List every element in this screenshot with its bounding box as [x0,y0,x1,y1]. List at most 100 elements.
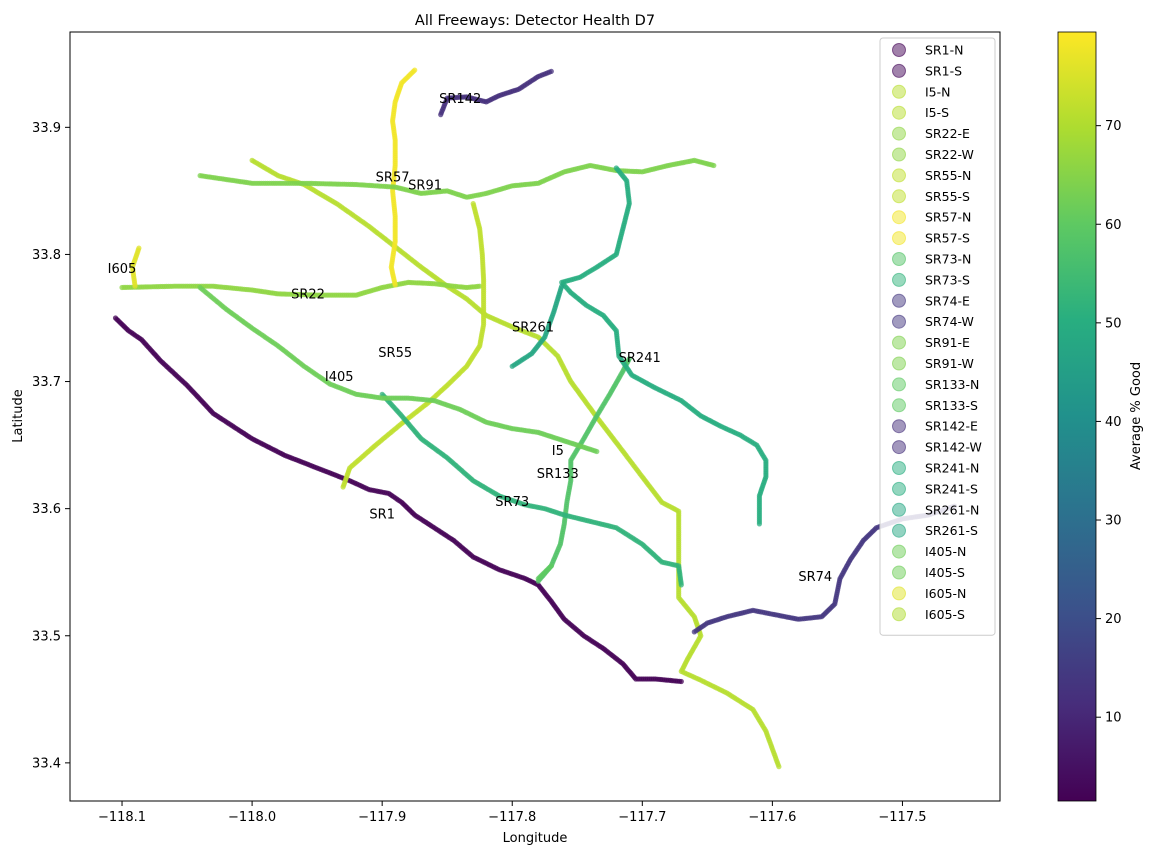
route-sr57-n [388,67,418,288]
legend-label: SR74-W [925,314,974,329]
legend-item-sr73-s: SR73-S [892,272,970,287]
legend-marker [892,293,906,308]
route-point [548,68,554,74]
legend-item-i5-n: I5-N [892,84,951,99]
route-label-sr74: SR74 [798,570,832,585]
colorbar-ticks: 10 20 30 40 50 60 70 [1096,119,1122,726]
legend-marker [892,189,906,204]
legend-box [879,37,996,636]
legend-label: I605-N [925,586,966,601]
legend-item-sr74-e: SR74-E [892,293,970,308]
legend-label: SR55-S [925,189,970,204]
legend-item-sr261-s: SR261-S [892,523,978,538]
route-point [756,521,763,527]
colorbar-tick-label: 10 [1105,711,1122,726]
x-tick-label: −117.8 [488,810,536,825]
legend-label: SR142-W [925,440,982,455]
colorbar-tick-label: 60 [1105,218,1122,233]
legend-label: SR57-S [925,231,970,246]
legend-marker [892,565,906,580]
legend-marker [892,544,906,559]
legend-marker [892,43,906,57]
colorbar-tick-label: 30 [1105,514,1122,529]
legend-item-sr142-w: SR142-W [892,440,982,455]
legend-item-sr241-n: SR241-N [892,461,979,476]
legend-label: I405-S [925,565,965,580]
route-point [559,283,565,289]
chart-title: All Freeways: Detector Health D7 [415,13,655,29]
x-tick-label: −117.6 [748,810,796,825]
route-i605-n [129,245,142,289]
legend-marker [892,440,906,455]
legend-item-i605-n: I605-N [892,586,966,601]
route-point [392,282,398,288]
legend-item-i405-n: I405-N [892,544,966,559]
x-tick-label: −117.9 [358,810,406,825]
legend-marker [892,377,906,392]
legend-item-sr22-w: SR22-W [892,147,974,162]
legend-label: SR22-E [925,126,970,141]
legend-label: SR1-N [925,43,963,58]
legend-label: SR261-S [925,523,978,538]
legend-label: SR55-N [925,168,971,183]
legend-label: I405-N [925,544,966,559]
legend-marker [892,607,906,622]
route-sr142-e [438,68,554,118]
route-point [626,356,632,362]
colorbar-tick-label: 50 [1105,316,1122,331]
y-tick-label: 33.5 [32,629,61,644]
legend-marker [892,502,906,517]
legend-marker [892,335,906,350]
legend: SR1-N SR1-S I5-N I5-S SR22-E SR22-W SR55-N SR55… [879,37,996,636]
y-tick-label: 33.6 [32,502,61,517]
route-label-sr261: SR261 [512,321,554,336]
legend-marker [892,105,906,120]
legend-label: SR261-N [925,502,979,517]
legend-label: SR1-S [925,63,962,78]
plot-frame [69,31,1001,802]
legend-marker [892,63,906,78]
legend-label: SR73-S [925,272,970,287]
legend-marker [892,586,906,601]
legend-item-sr55-s: SR55-S [892,189,970,204]
legend-item-sr133-s: SR133-S [892,398,978,413]
legend-item-sr57-n: SR57-N [892,210,971,225]
legend-item-sr22-e: SR22-E [892,126,970,141]
legend-item-sr91-e: SR91-E [892,335,970,350]
route-sr73-n [535,356,632,584]
legend-marker [892,481,906,496]
route-point [548,563,554,569]
x-tick-label: −118.0 [228,810,276,825]
route-point [132,283,138,289]
route-point [678,678,684,685]
route-label-sr241: SR241 [619,351,661,366]
legend-label: SR142-E [925,419,978,434]
legend-item-sr73-n: SR73-N [892,252,971,267]
route-sr91-e [197,157,717,200]
route-label-sr142: SR142 [439,92,481,107]
legend-label: SR241-N [925,461,979,476]
route-label-sr133: SR133 [537,467,579,482]
legend-marker [892,461,906,475]
x-axis-label: Longitude [503,831,568,846]
route-sr73-s [379,391,684,588]
legend-item-sr261-n: SR261-N [892,502,979,517]
colorbar-label: Average % Good [1129,362,1144,470]
route-sr1-n [112,315,684,685]
route-label-sr73: SR73 [495,495,529,510]
legend-item-sr1-n: SR1-N [892,43,963,58]
route-label-i5: I5 [552,444,564,459]
legend-item-sr1-s: SR1-S [892,63,962,78]
legend-label: SR241-S [925,481,978,496]
route-point [594,448,600,455]
colorbar-tick-label: 70 [1105,119,1122,134]
x-axis-ticks: −118.1 −118.0 −117.9 −117.8 −117.7 −117.6 −117… [98,801,927,825]
legend-item-i5-s: I5-S [892,105,949,120]
legend-label: SR74-E [925,293,970,308]
legend-item-sr57-s: SR57-S [892,231,970,246]
route-point [711,162,717,169]
route-point [477,283,483,289]
route-i405-n [197,284,600,455]
legend-marker [892,252,906,266]
legend-item-sr55-n: SR55-N [892,168,971,183]
